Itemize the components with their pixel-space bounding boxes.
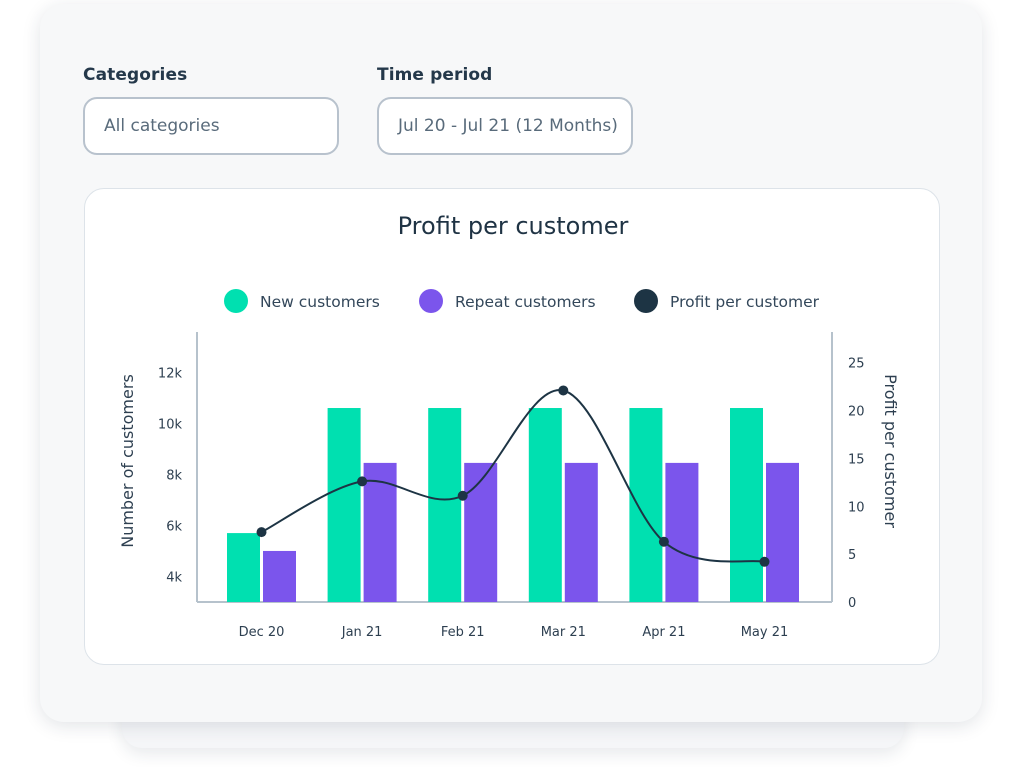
bar-repeat-customers bbox=[464, 462, 498, 602]
x-tick-label: Jan 21 bbox=[341, 625, 383, 640]
categories-label: Categories bbox=[83, 65, 188, 85]
bar-repeat-customers bbox=[263, 550, 296, 602]
bar-repeat-customers bbox=[363, 462, 397, 602]
profit-per-customer-point bbox=[558, 385, 569, 396]
profit-per-customer-point bbox=[357, 476, 368, 487]
y-axis-title: Number of customers bbox=[118, 374, 137, 548]
legend-label: New customers bbox=[260, 293, 380, 311]
legend-marker-repeat-customers bbox=[419, 289, 443, 313]
bar-new-customers bbox=[227, 533, 260, 602]
chart-panel: Profit per customer New customers Repeat c… bbox=[84, 188, 940, 665]
y2-tick-label: 20 bbox=[848, 405, 865, 420]
x-tick-label: Mar 21 bbox=[541, 625, 586, 640]
legend-marker-profit-per-customer bbox=[634, 289, 658, 313]
bar-new-customers bbox=[428, 408, 462, 602]
y-tick-label: 12k bbox=[158, 366, 183, 381]
y2-tick-label: 5 bbox=[848, 548, 856, 563]
categories-dropdown-value: All categories bbox=[104, 116, 220, 136]
y2-tick-label: 0 bbox=[848, 596, 856, 611]
y2-tick-label: 15 bbox=[848, 452, 865, 467]
profit-per-customer-point bbox=[457, 490, 468, 501]
y2-axis-title: Profit per customer bbox=[881, 374, 900, 528]
y-tick-label: 10k bbox=[158, 417, 183, 432]
x-tick-label: May 21 bbox=[741, 625, 789, 640]
legend-label: Profit per customer bbox=[670, 293, 820, 311]
profit-per-customer-point bbox=[658, 536, 669, 547]
profit-per-customer-point bbox=[256, 527, 267, 538]
chart-title: Profit per customer bbox=[398, 212, 629, 240]
legend-marker-new-customers bbox=[224, 289, 248, 313]
time-period-dropdown[interactable]: Jul 20 - Jul 21 (12 Months) bbox=[377, 97, 633, 155]
bar-new-customers bbox=[327, 408, 361, 602]
x-tick-label: Dec 20 bbox=[239, 625, 285, 640]
bar-new-customers bbox=[629, 408, 663, 602]
time-period-label: Time period bbox=[377, 65, 493, 85]
bar-repeat-customers bbox=[766, 462, 799, 602]
y-tick-label: 6k bbox=[166, 519, 182, 534]
time-period-dropdown-value: Jul 20 - Jul 21 (12 Months) bbox=[398, 116, 618, 136]
bar-repeat-customers bbox=[665, 462, 699, 602]
y-tick-label: 8k bbox=[166, 468, 182, 483]
y2-tick-label: 25 bbox=[848, 357, 865, 372]
categories-dropdown[interactable]: All categories bbox=[83, 97, 339, 155]
profit-per-customer-point bbox=[759, 556, 770, 567]
x-tick-label: Feb 21 bbox=[441, 625, 485, 640]
bar-new-customers bbox=[730, 408, 763, 602]
y-tick-label: 4k bbox=[166, 570, 182, 585]
x-tick-label: Apr 21 bbox=[642, 625, 685, 640]
profit-per-customer-chart: Profit per customer New customers Repeat c… bbox=[118, 212, 900, 640]
bar-repeat-customers bbox=[564, 462, 598, 602]
y2-tick-label: 10 bbox=[848, 500, 865, 515]
bar-new-customers bbox=[528, 408, 562, 602]
legend-label: Repeat customers bbox=[455, 293, 596, 311]
